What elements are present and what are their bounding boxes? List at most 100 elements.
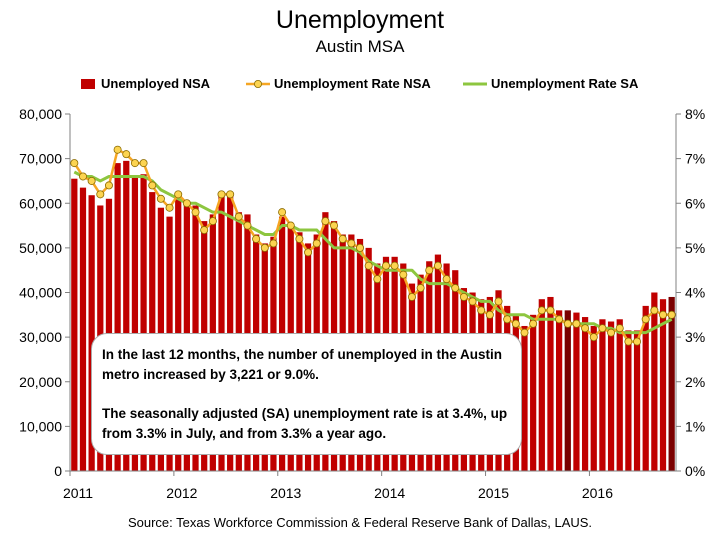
point-unemployment-rate-nsa [148, 181, 157, 190]
legend-item-rate-nsa: Unemployment Rate NSA [246, 76, 431, 91]
y-left-tick-label: 60,000 [19, 195, 62, 211]
point-unemployment-rate-nsa [659, 310, 668, 319]
point-unemployment-rate-nsa [390, 261, 399, 270]
point-unemployment-rate-nsa [364, 261, 373, 270]
y-right-tick-label: 1% [685, 418, 705, 434]
x-tick-label: 2014 [374, 485, 405, 501]
y-right-tick-label: 6% [685, 195, 705, 211]
point-unemployment-rate-nsa [304, 248, 313, 257]
bar-unemployed-nsa [79, 187, 87, 471]
point-unemployment-rate-nsa [321, 217, 330, 226]
y-right-tick-label: 2% [685, 374, 705, 390]
point-unemployment-rate-nsa [208, 217, 217, 226]
point-unemployment-rate-nsa [252, 234, 261, 243]
bar-unemployed-nsa [625, 330, 632, 471]
point-unemployment-rate-nsa [139, 159, 148, 168]
y-left-tick-label: 70,000 [19, 151, 62, 167]
point-unemployment-rate-nsa [485, 310, 494, 319]
y-right-tick-label: 0% [685, 463, 705, 479]
point-unemployment-rate-nsa [407, 292, 416, 301]
point-unemployment-rate-nsa [468, 297, 477, 306]
point-unemployment-rate-nsa [286, 221, 295, 230]
y-left-tick-label: 80,000 [19, 106, 62, 122]
point-unemployment-rate-nsa [234, 212, 243, 221]
y-left-tick-label: 40,000 [19, 285, 62, 301]
point-unemployment-rate-nsa [295, 234, 304, 243]
point-unemployment-rate-nsa [191, 208, 200, 217]
point-unemployment-rate-nsa [563, 319, 572, 328]
point-unemployment-rate-nsa [217, 190, 226, 199]
bar-unemployed-nsa [590, 325, 597, 471]
bar-unemployed-nsa [599, 319, 606, 471]
point-unemployment-rate-nsa [130, 159, 139, 168]
point-unemployment-rate-nsa [122, 150, 131, 159]
bar-unemployed-nsa [581, 317, 589, 471]
point-unemployment-rate-nsa [87, 176, 96, 185]
bar-unemployed-nsa [530, 314, 537, 471]
legend-item-rate-sa: Unemployment Rate SA [463, 76, 638, 91]
point-unemployment-rate-nsa [459, 292, 468, 301]
bar-unemployed-nsa [521, 325, 528, 471]
bar-unemployed-nsa [651, 292, 658, 471]
annotation-text-1: In the last 12 months, the number of une… [102, 347, 503, 382]
legend-swatch-line-marker [246, 79, 270, 88]
point-unemployment-rate-nsa [667, 310, 676, 319]
point-unemployment-rate-nsa [269, 239, 278, 248]
legend-swatch-line [463, 82, 487, 85]
point-unemployment-rate-nsa [156, 194, 165, 203]
bar-unemployed-nsa [140, 174, 147, 472]
point-unemployment-rate-nsa [598, 324, 607, 333]
x-tick-label: 2016 [582, 485, 613, 501]
point-unemployment-rate-nsa [416, 284, 425, 293]
point-unemployment-rate-nsa [373, 275, 382, 284]
point-unemployment-rate-nsa [338, 234, 347, 243]
point-unemployment-rate-nsa [347, 239, 356, 248]
annotation-text-2: The seasonally adjusted (SA) unemploymen… [102, 406, 508, 441]
y-right-tick-label: 7% [685, 151, 705, 167]
bar-unemployed-nsa [227, 192, 234, 471]
bar-unemployed-nsa [556, 310, 563, 471]
y-left-tick-label: 30,000 [19, 329, 62, 345]
annotation-box: In the last 12 months, the number of une… [91, 333, 522, 455]
point-unemployment-rate-nsa [477, 306, 486, 315]
y-right-tick-label: 4% [685, 285, 705, 301]
point-unemployment-rate-nsa [356, 243, 365, 252]
point-unemployment-rate-nsa [200, 226, 209, 235]
bar-unemployed-nsa [547, 296, 554, 471]
bar-unemployed-nsa [88, 195, 95, 471]
point-unemployment-rate-nsa [607, 328, 616, 337]
point-unemployment-rate-nsa [511, 319, 520, 328]
y-right-tick-label: 5% [685, 240, 705, 256]
point-unemployment-rate-nsa [520, 328, 529, 337]
point-unemployment-rate-nsa [226, 190, 235, 199]
y-left-tick-label: 50,000 [19, 240, 62, 256]
chart-subtitle: Austin MSA [315, 37, 405, 56]
point-unemployment-rate-nsa [581, 324, 590, 333]
point-unemployment-rate-nsa [425, 266, 434, 275]
point-unemployment-rate-nsa [451, 284, 460, 293]
legend-label: Unemployment Rate SA [491, 76, 639, 91]
y-left-tick-label: 0 [54, 463, 62, 479]
bar-unemployed-nsa [131, 176, 139, 472]
point-unemployment-rate-nsa [615, 324, 624, 333]
bar-unemployed-nsa [114, 163, 121, 471]
bar-unemployed-nsa [633, 330, 641, 471]
x-tick-label: 2015 [478, 485, 509, 501]
point-unemployment-rate-nsa [381, 261, 390, 270]
bar-unemployed-nsa [123, 160, 130, 472]
bar-unemployed-nsa [573, 312, 580, 471]
bar-unemployed-nsa [607, 321, 615, 471]
point-unemployment-rate-nsa [494, 297, 503, 306]
point-unemployment-rate-nsa [278, 208, 287, 217]
legend-label: Unemployment Rate NSA [274, 76, 431, 91]
point-unemployment-rate-nsa [330, 221, 339, 230]
y-right-tick-label: 8% [685, 106, 705, 122]
legend: Unemployed NSA Unemployment Rate NSA Une… [0, 76, 720, 96]
x-tick-label: 2011 [63, 485, 93, 501]
bar-unemployed-nsa [71, 178, 78, 471]
point-unemployment-rate-nsa [650, 306, 659, 315]
legend-swatch-bar [81, 78, 95, 89]
point-unemployment-rate-nsa [641, 315, 650, 324]
point-unemployment-rate-nsa [78, 172, 87, 181]
